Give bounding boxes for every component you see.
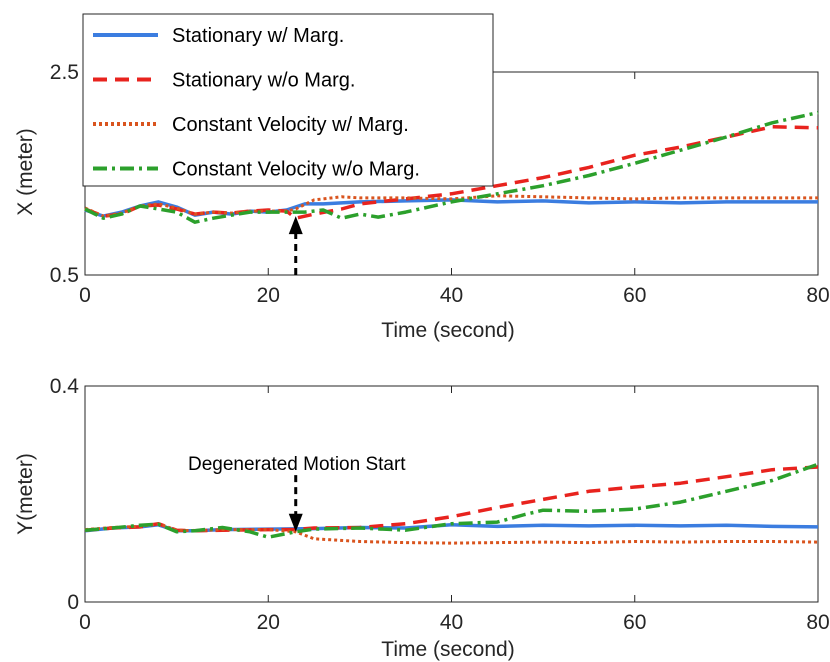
- x-chart-xtick-label: 0: [79, 284, 91, 307]
- y-chart-xtick-label: 20: [257, 611, 280, 634]
- y-chart-xtick-label: 80: [806, 611, 829, 634]
- y-chart-ytick-label: 0: [67, 591, 79, 614]
- x-chart-ytick-label: 2.5: [50, 61, 79, 84]
- x-chart-xtick-label: 40: [440, 284, 463, 307]
- legend-label-4: Constant Velocity w/o Marg.: [172, 159, 420, 181]
- y-chart-series-2-line: [84, 465, 819, 533]
- legend-label-2: Stationary w/o Marg.: [172, 70, 355, 92]
- y-chart-series-4-line: [84, 462, 819, 539]
- legend-label-3: Constant Velocity w/ Marg.: [172, 114, 409, 136]
- y-chart-series-3-line: [84, 522, 819, 545]
- x-chart-arrow-head: [288, 216, 303, 235]
- y-chart-xlabel: Time (second): [381, 638, 514, 661]
- x-chart-ytick-label: 0.5: [50, 264, 79, 287]
- x-chart-series-4-line: [84, 110, 819, 224]
- x-chart-xtick-label: 80: [806, 284, 829, 307]
- x-chart-xtick-label: 20: [257, 284, 280, 307]
- x-chart-xlabel: Time (second): [381, 319, 514, 342]
- x-chart-ylabel: X (meter): [14, 128, 37, 216]
- x-chart-series-3-line: [84, 194, 818, 218]
- y-position-chart: 0 20 40 60 80 0 0.4 Time (second) Y(meter) Deg…: [14, 375, 830, 661]
- legend: Stationary w/ Marg. Stationary w/o Marg. C…: [82, 13, 494, 187]
- y-chart-arrow-head: [288, 513, 303, 532]
- y-chart-xtick-label: 40: [440, 611, 463, 634]
- x-position-chart: 0 20 40 60 80 0.5 2.5 Time (second) X (meter): [14, 61, 830, 342]
- legend-label-1: Stationary w/ Marg.: [172, 25, 344, 47]
- annotation-text: Degenerated Motion Start: [188, 454, 406, 475]
- x-chart-xtick-label: 60: [623, 284, 646, 307]
- y-chart-xtick-label: 0: [79, 611, 91, 634]
- y-chart-xtick-label: 60: [623, 611, 646, 634]
- y-chart-ytick-label: 0.4: [50, 375, 80, 398]
- x-chart-series-1-line: [84, 198, 818, 218]
- y-chart-ylabel: Y(meter): [14, 453, 37, 535]
- legend-box: [82, 13, 494, 187]
